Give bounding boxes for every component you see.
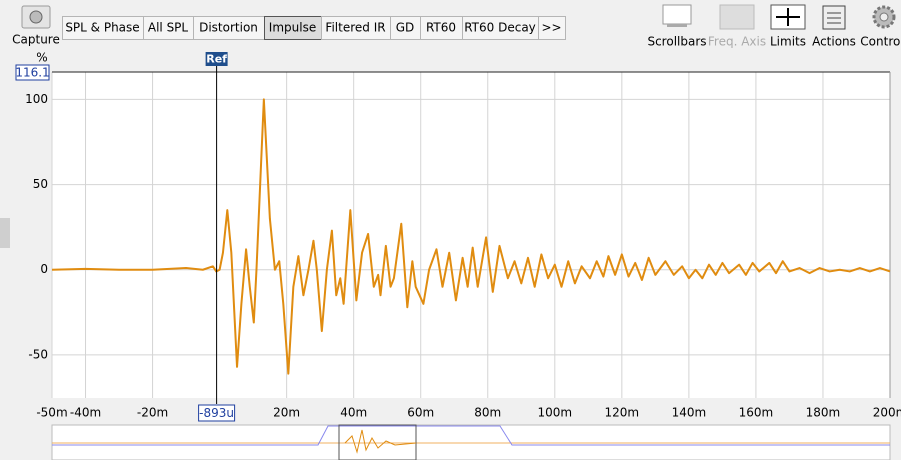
cursor-name: Ref xyxy=(206,53,227,66)
y-tick-label: 0 xyxy=(40,262,48,276)
cursor-flag xyxy=(205,52,228,66)
capture-lens xyxy=(29,10,43,24)
tab[interactable]: >> xyxy=(538,16,566,40)
button-label: Actions xyxy=(812,35,856,49)
scrollbar-thumb[interactable] xyxy=(0,218,10,248)
capture-button[interactable]: Capture xyxy=(12,5,60,47)
toolbar-button[interactable]: Limits xyxy=(770,4,806,49)
button-label: Freq. Axis xyxy=(708,35,766,49)
plot-area xyxy=(52,72,890,398)
button-icon xyxy=(776,8,800,26)
tab-label: RT60 Decay xyxy=(464,21,536,35)
x-tick-label: 40m xyxy=(340,406,367,420)
button-icon xyxy=(719,4,755,30)
tab[interactable]: SPL & Phase xyxy=(62,16,144,40)
y-limit-label: 116.1 xyxy=(15,66,49,80)
tab[interactable]: Distortion xyxy=(193,16,265,40)
overview xyxy=(51,424,891,460)
cursor-value-box xyxy=(198,404,236,422)
button-label: Scrollbars xyxy=(647,35,706,49)
x-tick-label: -50m xyxy=(36,406,67,420)
tab-label: >> xyxy=(541,21,561,35)
tab[interactable]: Impulse xyxy=(264,16,322,40)
tab-label: GD xyxy=(396,21,415,35)
x-tick-label: 20m xyxy=(273,406,300,420)
x-tick-label: 160m xyxy=(739,406,774,420)
toolbar-button: Freq. Axis xyxy=(708,4,766,49)
x-tick-label: 60m xyxy=(407,406,434,420)
toolbar-button[interactable]: Actions xyxy=(812,5,856,49)
toolbar-button[interactable]: Control xyxy=(860,5,901,49)
tab[interactable]: Filtered IR xyxy=(321,16,391,40)
grid xyxy=(51,72,891,398)
x-tick-label: 180m xyxy=(806,406,841,420)
button-icon xyxy=(827,12,841,24)
capture-label: Capture xyxy=(12,33,60,47)
overview-impulse xyxy=(344,429,417,454)
y-axis-label: % xyxy=(36,51,47,65)
y-tick-label: 50 xyxy=(33,177,48,191)
y-tick-label: 100 xyxy=(25,92,48,106)
x-tick-label: 80m xyxy=(474,406,501,420)
tab-label: Impulse xyxy=(269,21,316,35)
x-tick-label: 140m xyxy=(672,406,707,420)
tab[interactable]: RT60 xyxy=(420,16,463,40)
button-icon xyxy=(662,4,692,25)
tab-label: SPL & Phase xyxy=(65,21,139,35)
overview-window xyxy=(52,425,890,446)
y-tick-label: -50 xyxy=(28,347,48,361)
tab-frame xyxy=(538,16,566,40)
tab-label: All SPL xyxy=(148,21,189,35)
x-tick-label: 120m xyxy=(605,406,640,420)
tab-label: Distortion xyxy=(199,21,258,35)
x-tick-label: 100m xyxy=(538,406,573,420)
toolbar-button[interactable]: Scrollbars xyxy=(647,4,707,49)
tab-label: Filtered IR xyxy=(325,21,385,35)
tab-label: RT60 xyxy=(426,21,456,35)
x-tick-label: -20m xyxy=(137,406,168,420)
overview-viewport[interactable] xyxy=(338,424,417,460)
x-tick-label: -40m xyxy=(70,406,101,420)
button-label: Limits xyxy=(770,35,806,49)
x-tick-label: 200m xyxy=(873,406,901,420)
impulse-line xyxy=(51,98,891,375)
tab[interactable]: RT60 Decay xyxy=(462,16,539,40)
tab[interactable]: GD xyxy=(390,16,421,40)
tab[interactable]: All SPL xyxy=(143,16,194,40)
cursor-value: -893u xyxy=(199,406,234,420)
button-label: Control xyxy=(860,35,901,49)
button-icon xyxy=(879,12,889,22)
button-icon xyxy=(667,24,687,27)
y-limit-box xyxy=(15,64,50,81)
